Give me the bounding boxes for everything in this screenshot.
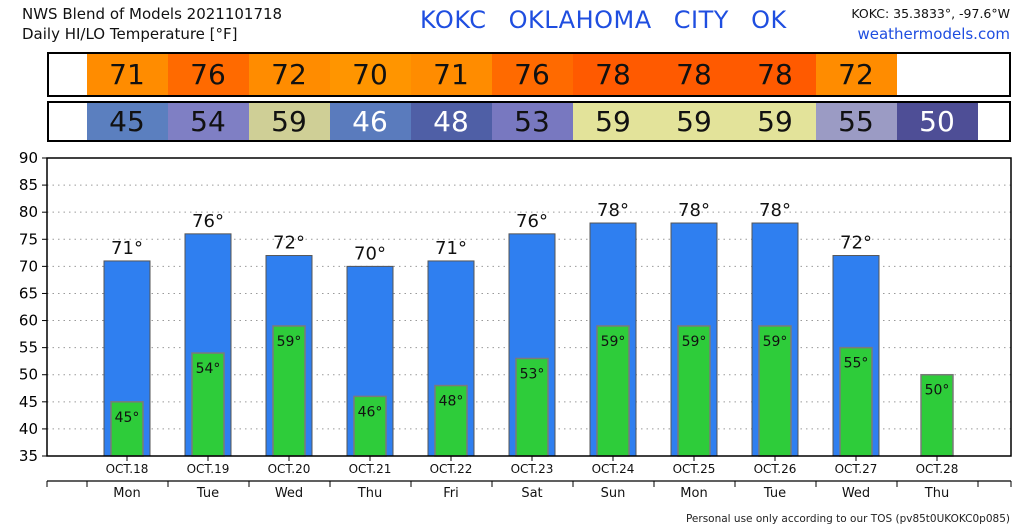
weekday-label: Mon bbox=[680, 486, 707, 501]
station-title: KOKC OKLAHOMA CITY OK bbox=[420, 6, 787, 34]
low-temp-cell: 53 bbox=[491, 103, 573, 140]
y-tick-label: 80 bbox=[19, 203, 38, 221]
chart-subtitle: Daily HI/LO Temperature [°F] bbox=[22, 25, 238, 43]
date-label: OCT.24 bbox=[592, 462, 635, 476]
weekday-label: Mon bbox=[113, 486, 140, 501]
high-temp-label: 78° bbox=[678, 200, 710, 221]
y-tick-label: 55 bbox=[19, 339, 38, 357]
low-temp-cell: 59 bbox=[734, 103, 816, 140]
weekday-label: Wed bbox=[275, 486, 303, 501]
high-temp-label: 76° bbox=[192, 211, 224, 232]
y-tick-label: 70 bbox=[19, 257, 38, 275]
high-temp-cell: 71 bbox=[410, 54, 492, 95]
high-temp-cell: 72 bbox=[248, 54, 330, 95]
header-right: KOKC: 35.3833°, -97.6°W weathermodels.co… bbox=[851, 4, 1010, 44]
low-temp-label: 54° bbox=[196, 361, 221, 377]
low-temp-strip: 45 54 59 46 48 53 59 59 59 55 50 bbox=[47, 101, 1011, 142]
low-temp-cell: 45 bbox=[86, 103, 168, 140]
weekday-label: Wed bbox=[842, 486, 870, 501]
high-temp-cell: 76 bbox=[491, 54, 573, 95]
low-temp-bar bbox=[839, 346, 873, 457]
low-temp-bar bbox=[110, 401, 144, 457]
low-temp-label: 55° bbox=[844, 356, 869, 372]
high-temp-label: 70° bbox=[354, 243, 386, 264]
low-temp-label: 59° bbox=[601, 334, 626, 350]
high-temp-cell: 70 bbox=[329, 54, 411, 95]
weekday-label: Thu bbox=[924, 486, 949, 501]
high-temp-cell: 71 bbox=[86, 54, 168, 95]
high-temp-cell: 78 bbox=[572, 54, 654, 95]
y-tick-label: 35 bbox=[19, 447, 38, 465]
low-temp-label: 53° bbox=[520, 366, 545, 382]
y-tick-label: 85 bbox=[19, 176, 38, 194]
weekday-label: Thu bbox=[357, 486, 382, 501]
low-temp-cell: 55 bbox=[815, 103, 897, 140]
low-temp-label: 59° bbox=[277, 334, 302, 350]
footer-note: Personal use only according to our TOS (… bbox=[685, 513, 1010, 525]
low-temp-label: 59° bbox=[682, 334, 707, 350]
low-temp-cell: 59 bbox=[572, 103, 654, 140]
low-temp-cell: 59 bbox=[248, 103, 330, 140]
date-label: OCT.27 bbox=[835, 462, 878, 476]
low-temp-label: 50° bbox=[925, 383, 950, 399]
low-temp-bar bbox=[434, 384, 468, 457]
low-temp-cell: 50 bbox=[896, 103, 978, 140]
date-label: OCT.28 bbox=[916, 462, 959, 476]
low-temp-cell: 48 bbox=[410, 103, 492, 140]
plot-frame bbox=[46, 157, 1012, 457]
date-label: OCT.20 bbox=[268, 462, 311, 476]
weekday-label: Fri bbox=[443, 486, 459, 501]
weekday-label: Tue bbox=[763, 486, 786, 501]
y-tick-label: 90 bbox=[19, 149, 38, 167]
high-temp-cell: 76 bbox=[167, 54, 249, 95]
low-temp-label: 45° bbox=[115, 410, 140, 426]
low-temp-bar bbox=[272, 325, 306, 457]
low-temp-label: 48° bbox=[439, 394, 464, 410]
high-temp-label: 78° bbox=[759, 200, 791, 221]
high-temp-label: 78° bbox=[597, 200, 629, 221]
high-temp-label: 71° bbox=[111, 238, 143, 259]
date-label: OCT.21 bbox=[349, 462, 392, 476]
high-temp-cell: 72 bbox=[815, 54, 897, 95]
low-temp-cell: 59 bbox=[653, 103, 735, 140]
y-tick-label: 75 bbox=[19, 230, 38, 248]
date-label: OCT.26 bbox=[754, 462, 797, 476]
y-tick-label: 60 bbox=[19, 312, 38, 330]
date-label: OCT.19 bbox=[187, 462, 230, 476]
high-temp-label: 76° bbox=[516, 211, 548, 232]
y-tick-label: 65 bbox=[19, 284, 38, 302]
high-temp-label: 72° bbox=[840, 233, 872, 254]
high-temp-cell: 78 bbox=[653, 54, 735, 95]
low-temp-cell: 54 bbox=[167, 103, 249, 140]
high-temp-cell: 78 bbox=[734, 54, 816, 95]
high-temp-strip: 71 76 72 70 71 76 78 78 78 72 bbox=[47, 52, 1011, 97]
low-temp-label: 59° bbox=[763, 334, 788, 350]
header-left: NWS Blend of Models 2021101718 Daily HI/… bbox=[22, 4, 282, 44]
date-label: OCT.22 bbox=[430, 462, 473, 476]
site-link[interactable]: weathermodels.com bbox=[857, 25, 1010, 43]
date-label: OCT.23 bbox=[511, 462, 554, 476]
weekday-label: Sun bbox=[601, 486, 626, 501]
low-temp-label: 46° bbox=[358, 404, 383, 420]
station-coords: KOKC: 35.3833°, -97.6°W bbox=[851, 6, 1010, 21]
model-title: NWS Blend of Models 2021101718 bbox=[22, 5, 283, 23]
weekday-label: Sat bbox=[521, 486, 542, 501]
weekday-label: Tue bbox=[196, 486, 219, 501]
y-tick-label: 50 bbox=[19, 366, 38, 384]
date-label: OCT.25 bbox=[673, 462, 716, 476]
low-temp-cell: 46 bbox=[329, 103, 411, 140]
high-temp-label: 71° bbox=[435, 238, 467, 259]
y-tick-label: 45 bbox=[19, 393, 38, 411]
low-temp-bar bbox=[677, 325, 711, 457]
high-temp-label: 72° bbox=[273, 233, 305, 254]
y-tick-label: 40 bbox=[19, 420, 38, 438]
date-label: OCT.18 bbox=[106, 462, 149, 476]
